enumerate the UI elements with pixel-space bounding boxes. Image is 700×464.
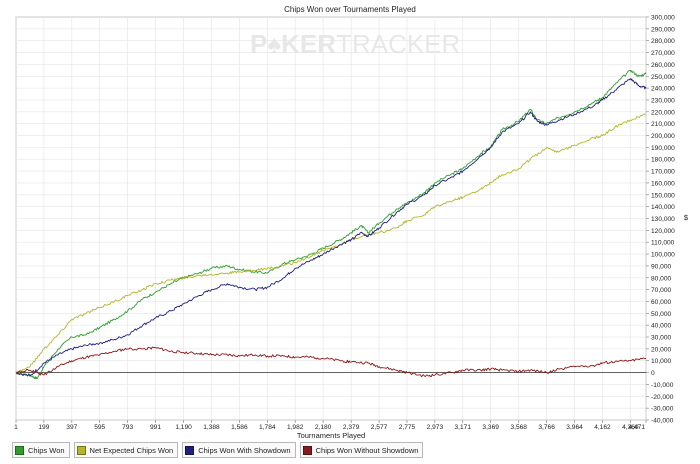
- legend: Chips Won Net Expected Chips Won Chips W…: [12, 442, 424, 458]
- x-tick-label: 2,379: [343, 424, 360, 431]
- legend-item-with-showdown[interactable]: Chips Won With Showdown: [182, 442, 296, 458]
- legend-item-net-expected[interactable]: Net Expected Chips Won: [73, 442, 179, 458]
- legend-swatch-chips-won: [15, 445, 24, 455]
- legend-swatch-net-expected: [76, 445, 86, 455]
- y-tick-label: 260,000: [651, 62, 675, 69]
- y-axis-ticks: -40,000 -30,000 -20,000 -10,000 0 10,000 20,00…: [646, 15, 675, 425]
- x-tick-label: 2,775: [399, 424, 416, 431]
- x-tick-label: 1,982: [287, 424, 304, 431]
- x-tick-label: 199: [38, 424, 49, 431]
- x-tick-label: 4,162: [594, 424, 611, 431]
- x-tick-label: 1,190: [175, 424, 192, 431]
- x-axis-ticks: 1 199 397 595 793 991 1,190 1,388 1,586 1,784 1,98…: [14, 420, 647, 431]
- y-tick-label: 30,000: [651, 335, 672, 342]
- y-tick-label: -30,000: [651, 406, 674, 413]
- x-tick-label: 3,766: [538, 424, 555, 431]
- y-tick-label: 60,000: [651, 299, 672, 306]
- y-tick-label: 50,000: [651, 311, 672, 318]
- watermark-spade: ♠: [267, 29, 281, 59]
- y-tick-label: 180,000: [651, 157, 675, 164]
- y-tick-label: 300,000: [651, 15, 675, 22]
- legend-label-chips-won: Chips Won: [28, 445, 65, 455]
- y-tick-label: 150,000: [651, 192, 675, 199]
- y-tick-label: 40,000: [651, 323, 672, 330]
- x-tick-label: 991: [150, 424, 161, 431]
- legend-swatch-without-showdown: [302, 445, 312, 455]
- legend-label-without-showdown: Chips Won Without Showdown: [315, 445, 419, 455]
- x-tick-label: 4,360: [622, 424, 639, 431]
- y-tick-label: 280,000: [651, 38, 675, 45]
- svg-text:P♠KERTRACKER: P♠KERTRACKER: [250, 29, 460, 59]
- y-tick-label: 170,000: [651, 169, 675, 176]
- y-tick-label: 120,000: [651, 228, 675, 235]
- x-tick-label: 2,973: [427, 424, 444, 431]
- y-tick-label: 290,000: [651, 26, 675, 33]
- x-tick-label: 3,369: [482, 424, 499, 431]
- legend-swatch-with-showdown: [185, 445, 195, 455]
- x-tick-label: 397: [66, 424, 77, 431]
- y-tick-label: 110,000: [651, 240, 675, 247]
- y-tick-label: 10,000: [651, 358, 672, 365]
- x-tick-label: 1,586: [231, 424, 248, 431]
- series-line-net-expected-chips-won: [15, 113, 647, 374]
- x-tick-label: 3,171: [455, 424, 472, 431]
- y-tick-label: 160,000: [651, 180, 675, 187]
- y-tick-label: 190,000: [651, 145, 675, 152]
- x-tick-label: 3,964: [566, 424, 583, 431]
- y-tick-label: 90,000: [651, 263, 672, 270]
- y-tick-label: 80,000: [651, 275, 672, 282]
- legend-item-chips-won[interactable]: Chips Won: [12, 442, 70, 458]
- y-tick-label: 220,000: [651, 109, 675, 116]
- watermark-left: P: [250, 29, 267, 59]
- y-tick-label: 270,000: [651, 50, 675, 57]
- x-tick-label: 793: [122, 424, 133, 431]
- y-tick-label: -40,000: [651, 418, 674, 425]
- y-tick-label: 20,000: [651, 346, 672, 353]
- x-tick-label: 3,568: [510, 424, 527, 431]
- x-tick-label: 1,784: [259, 424, 276, 431]
- watermark-right: TRACKER: [336, 29, 460, 59]
- y-axis-label: $: [684, 213, 689, 222]
- y-tick-label: 210,000: [651, 121, 675, 128]
- y-tick-label: 100,000: [651, 252, 675, 259]
- series-line-chips-won-without-showdown: [15, 346, 647, 378]
- x-tick-label: 1: [14, 424, 18, 431]
- watermark-mid: KER: [281, 29, 336, 59]
- y-tick-label: 140,000: [651, 204, 675, 211]
- y-tick-label: 230,000: [651, 97, 675, 104]
- x-tick-label: 2,577: [371, 424, 388, 431]
- legend-label-with-showdown: Chips Won With Showdown: [198, 445, 291, 455]
- y-tick-label: 250,000: [651, 74, 675, 81]
- series-lines: [15, 69, 647, 380]
- y-tick-label: 130,000: [651, 216, 675, 223]
- series-line-chips-won-with-showdown: [15, 78, 647, 377]
- y-tick-label: 200,000: [651, 133, 675, 140]
- grid: [15, 16, 647, 421]
- y-tick-label: -20,000: [651, 394, 674, 401]
- y-tick-label: -10,000: [651, 382, 674, 389]
- y-tick-label: 0: [651, 370, 655, 377]
- x-tick-label: 2,180: [315, 424, 332, 431]
- series-line-chips-won: [15, 69, 647, 380]
- chart-title: Chips Won over Tournaments Played: [284, 5, 416, 14]
- x-tick-label: 1,388: [203, 424, 220, 431]
- x-axis-label: Tournaments Played: [297, 431, 365, 440]
- legend-label-net-expected: Net Expected Chips Won: [89, 445, 174, 455]
- watermark: P♠KERTRACKER: [250, 29, 460, 59]
- legend-item-without-showdown[interactable]: Chips Won Without Showdown: [299, 442, 424, 458]
- x-tick-label: 4,471: [628, 424, 645, 431]
- y-tick-label: 70,000: [651, 287, 672, 294]
- x-tick-label: 595: [94, 424, 105, 431]
- y-tick-label: 240,000: [651, 86, 675, 93]
